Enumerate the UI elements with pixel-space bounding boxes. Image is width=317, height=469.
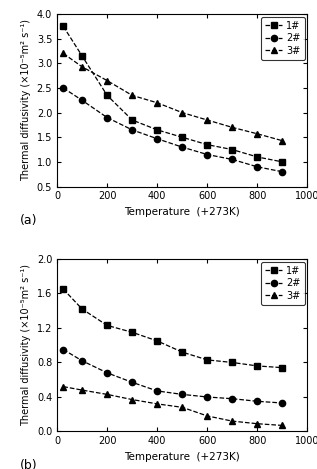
- 1#: [230, 360, 234, 365]
- 1#: [130, 330, 134, 335]
- 2#: [205, 151, 209, 157]
- 1#: [205, 357, 209, 363]
- Legend: 1#, 2#, 3#: 1#, 2#, 3#: [261, 17, 305, 60]
- 2#: [180, 144, 184, 150]
- 1#: [80, 306, 84, 312]
- 2#: [61, 347, 65, 352]
- 2#: [155, 388, 159, 394]
- 3#: [205, 413, 209, 419]
- Legend: 1#, 2#, 3#: 1#, 2#, 3#: [261, 262, 305, 304]
- 1#: [281, 365, 284, 371]
- 3#: [180, 110, 184, 115]
- 1#: [256, 154, 259, 160]
- 1#: [155, 127, 159, 133]
- X-axis label: Temperature  (+273K): Temperature (+273K): [124, 452, 240, 462]
- 3#: [105, 78, 109, 83]
- 3#: [155, 100, 159, 106]
- 3#: [155, 401, 159, 407]
- 1#: [130, 117, 134, 123]
- X-axis label: Temperature  (+273K): Temperature (+273K): [124, 207, 240, 217]
- 3#: [281, 423, 284, 428]
- 3#: [230, 125, 234, 130]
- 2#: [281, 400, 284, 406]
- 3#: [61, 51, 65, 56]
- 2#: [256, 164, 259, 170]
- 3#: [256, 131, 259, 136]
- 2#: [105, 115, 109, 121]
- 2#: [155, 136, 159, 142]
- 2#: [80, 358, 84, 363]
- Line: 2#: 2#: [60, 347, 286, 406]
- Line: 2#: 2#: [60, 85, 286, 175]
- 3#: [80, 387, 84, 393]
- Y-axis label: Thermal diffusivity (×10⁻⁵m² s⁻¹): Thermal diffusivity (×10⁻⁵m² s⁻¹): [21, 19, 31, 182]
- 3#: [205, 117, 209, 123]
- 1#: [80, 53, 84, 59]
- 3#: [61, 384, 65, 389]
- 3#: [80, 64, 84, 69]
- Text: (b): (b): [19, 459, 37, 469]
- 2#: [180, 392, 184, 397]
- 1#: [180, 349, 184, 355]
- 1#: [105, 323, 109, 328]
- 2#: [281, 169, 284, 174]
- 3#: [130, 397, 134, 402]
- 1#: [61, 23, 65, 29]
- 3#: [130, 92, 134, 98]
- 1#: [105, 92, 109, 98]
- 2#: [130, 127, 134, 133]
- Line: 1#: 1#: [60, 286, 286, 371]
- 1#: [281, 159, 284, 165]
- 2#: [105, 370, 109, 376]
- 2#: [256, 399, 259, 404]
- 2#: [61, 85, 65, 91]
- 1#: [61, 287, 65, 292]
- Line: 1#: 1#: [60, 23, 286, 165]
- Line: 3#: 3#: [60, 50, 286, 144]
- 1#: [180, 135, 184, 140]
- 1#: [256, 363, 259, 369]
- 3#: [256, 421, 259, 426]
- 2#: [230, 157, 234, 162]
- 2#: [130, 379, 134, 385]
- 3#: [281, 138, 284, 144]
- Y-axis label: Thermal diffusivity (×10⁻⁵m² s⁻¹): Thermal diffusivity (×10⁻⁵m² s⁻¹): [21, 264, 31, 426]
- 2#: [80, 98, 84, 103]
- 3#: [230, 418, 234, 424]
- 1#: [230, 147, 234, 152]
- Text: (a): (a): [19, 214, 37, 227]
- 2#: [205, 394, 209, 400]
- 3#: [105, 392, 109, 397]
- Line: 3#: 3#: [60, 384, 286, 429]
- 1#: [205, 142, 209, 147]
- 1#: [155, 338, 159, 344]
- 3#: [180, 405, 184, 410]
- 2#: [230, 396, 234, 401]
